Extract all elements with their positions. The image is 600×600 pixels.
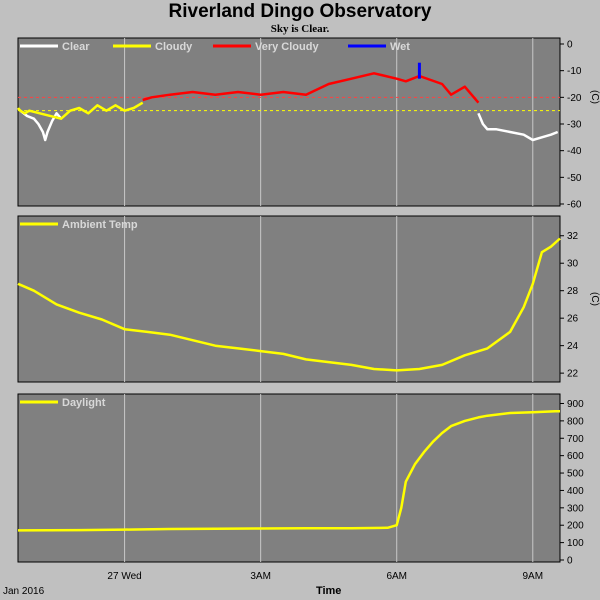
ytick-label: 700	[567, 434, 584, 445]
ytick-label: 900	[567, 399, 584, 410]
y-unit-label: (C)	[589, 292, 600, 306]
xtick-label: 9AM	[523, 571, 544, 582]
ytick-label: -50	[567, 173, 582, 184]
ytick-label: 30	[567, 259, 579, 270]
ytick-label: 28	[567, 286, 579, 297]
page-subtitle: Sky is Clear.	[270, 23, 330, 35]
xtick-label: 6AM	[386, 571, 407, 582]
xtick-label: 3AM	[250, 571, 271, 582]
x-axis-label: Time	[316, 585, 341, 597]
ytick-label: 32	[567, 231, 579, 242]
ytick-label: 100	[567, 538, 584, 549]
ytick-label: -60	[567, 200, 582, 211]
ytick-label: 0	[567, 556, 573, 567]
ytick-label: 800	[567, 416, 584, 427]
xtick-label: 27 Wed	[107, 571, 141, 582]
legend-label: Clear	[62, 41, 90, 53]
ytick-label: -20	[567, 93, 582, 104]
ytick-label: 26	[567, 314, 579, 325]
legend-label: Wet	[390, 41, 410, 53]
ytick-label: 600	[567, 451, 584, 462]
series-line-ambient-temp	[17, 237, 561, 372]
ytick-label: 500	[567, 469, 584, 480]
ytick-label: -30	[567, 120, 582, 131]
series-line-cloudy	[17, 101, 144, 120]
series-line-daylight	[17, 410, 560, 532]
page-title: Riverland Dingo Observatory	[168, 1, 432, 22]
ytick-label: 400	[567, 486, 584, 497]
series-line-clear	[477, 112, 559, 142]
ytick-label: 24	[567, 341, 579, 352]
panel-daylight	[17, 393, 561, 563]
legend-label: Cloudy	[155, 41, 193, 53]
series-line-very-cloudy	[142, 72, 480, 104]
panel-sky-temp	[17, 37, 561, 207]
legend-label: Very Cloudy	[255, 41, 319, 53]
panel-ambient	[17, 215, 561, 383]
legend-label: Daylight	[62, 397, 106, 409]
ytick-label: -40	[567, 146, 582, 157]
ytick-label: 200	[567, 521, 584, 532]
legend-label: Ambient Temp	[62, 219, 138, 231]
ytick-label: 300	[567, 503, 584, 514]
date-label: Jan 2016	[3, 586, 45, 597]
ytick-label: 22	[567, 369, 579, 380]
y-unit-label: (C)	[589, 90, 600, 104]
ytick-label: -10	[567, 66, 582, 77]
ytick-label: 0	[567, 40, 573, 51]
